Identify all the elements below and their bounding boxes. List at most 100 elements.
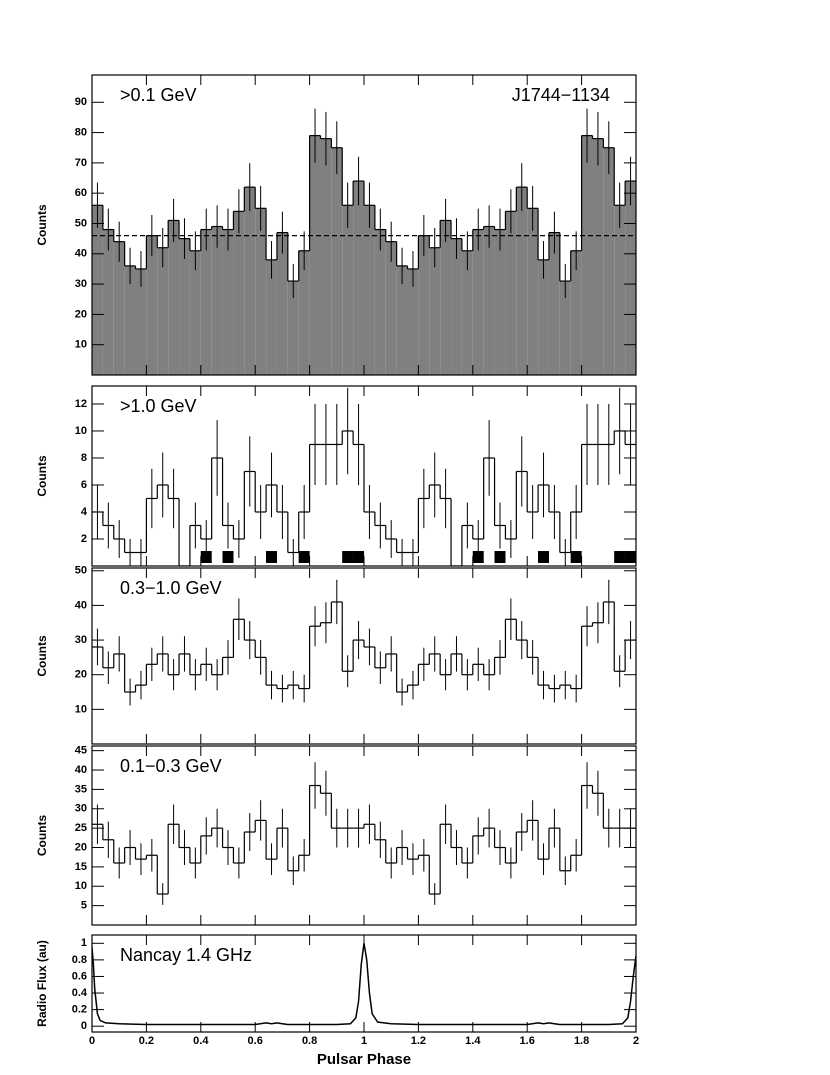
bar xyxy=(157,247,169,375)
plot-area xyxy=(92,762,636,905)
y-tick-label: 60 xyxy=(75,187,87,199)
y-tick-label: 30 xyxy=(75,634,87,646)
bar xyxy=(266,259,277,375)
panel-label: J1744−1134 xyxy=(512,85,610,105)
y-tick-label: 80 xyxy=(75,126,87,138)
x-tick-label: 0.6 xyxy=(248,1035,263,1047)
x-tick-label: 1.6 xyxy=(520,1035,535,1047)
x-axis-label: Pulsar Phase xyxy=(317,1051,411,1068)
bar xyxy=(276,232,288,375)
bar xyxy=(505,211,517,375)
bar xyxy=(538,259,549,375)
bar xyxy=(461,250,473,375)
bar xyxy=(614,205,626,375)
y-tick-label: 12 xyxy=(75,398,87,410)
bar xyxy=(255,208,267,375)
y-tick-label: 70 xyxy=(75,157,87,169)
bar xyxy=(92,205,103,375)
bar xyxy=(244,187,256,375)
y-tick-label: 6 xyxy=(81,479,87,491)
y-tick-label: 20 xyxy=(75,669,87,681)
plot-area xyxy=(92,387,636,566)
bar xyxy=(364,205,375,375)
panel: 2 4 6 8 10 12 Counts >1.0 GeV xyxy=(35,385,637,567)
phase-marker xyxy=(625,551,636,563)
bar xyxy=(298,250,310,375)
bar xyxy=(113,241,125,375)
phase-marker xyxy=(298,551,310,563)
y-tick-label: 20 xyxy=(75,841,87,853)
bar xyxy=(320,138,332,375)
y-tick-label: 10 xyxy=(75,703,87,715)
x-tick-label: 1.8 xyxy=(574,1035,589,1047)
panel-label: 0.3−1.0 GeV xyxy=(120,578,222,598)
phase-marker xyxy=(200,551,212,563)
plot-area xyxy=(92,943,636,1026)
phase-marker xyxy=(353,551,365,563)
panel: 5 10 15 20 25 30 35 40 45 Counts 0.1−0.3 GeV xyxy=(35,745,637,926)
bar xyxy=(385,241,397,375)
y-tick-label: 10 xyxy=(75,339,87,351)
bar xyxy=(592,138,604,375)
x-tick-label: 2 xyxy=(633,1035,639,1047)
phase-marker xyxy=(342,551,354,563)
bar xyxy=(287,281,299,375)
x-tick-label: 0 xyxy=(89,1035,95,1047)
phase-marker xyxy=(472,551,484,563)
y-tick-label: 4 xyxy=(81,506,88,518)
y-tick-label: 10 xyxy=(75,880,87,892)
bar xyxy=(179,238,190,375)
y-axis-label: Counts xyxy=(35,635,49,677)
bar xyxy=(625,181,636,375)
y-tick-label: 90 xyxy=(75,96,87,108)
bar xyxy=(418,235,430,375)
bar xyxy=(168,220,180,375)
bar xyxy=(211,226,223,375)
bar xyxy=(570,250,582,375)
bar xyxy=(559,281,571,375)
phase-marker xyxy=(538,551,550,563)
y-tick-label: 0.2 xyxy=(72,1004,87,1016)
x-tick-label: 0.2 xyxy=(139,1035,154,1047)
phase-marker xyxy=(570,551,582,563)
bar xyxy=(440,220,452,375)
y-tick-label: 0 xyxy=(81,1020,87,1032)
y-tick-label: 0.6 xyxy=(72,970,87,982)
bar xyxy=(494,229,506,375)
y-axis-label: Counts xyxy=(35,204,49,246)
y-tick-label: 1 xyxy=(81,937,87,949)
panel: 10 20 30 40 50 Counts 0.3−1.0 GeV xyxy=(35,565,637,745)
panel: 0 0.2 0.4 0.6 0.8 1 0 0.2 0.4 0.6 0.8 1 1.2 1.4 1.6 1.8… xyxy=(35,934,639,1068)
y-tick-label: 2 xyxy=(81,533,87,545)
y-axis-label: Radio Flux (au) xyxy=(35,940,49,1027)
bar xyxy=(396,265,408,375)
phase-marker xyxy=(222,551,234,563)
bar xyxy=(331,147,343,375)
bar xyxy=(581,135,593,375)
y-tick-label: 50 xyxy=(75,565,87,577)
bar xyxy=(548,232,560,375)
y-tick-label: 40 xyxy=(75,599,87,611)
bar xyxy=(200,229,212,375)
y-tick-label: 15 xyxy=(75,861,87,873)
plot-area xyxy=(92,579,636,706)
y-tick-label: 50 xyxy=(75,217,87,229)
y-tick-label: 45 xyxy=(75,745,87,757)
x-tick-label: 0.4 xyxy=(193,1035,209,1047)
bar xyxy=(374,229,386,375)
panel-label: Nancay 1.4 GHz xyxy=(120,945,252,965)
bar xyxy=(472,229,484,375)
panel-label: >1.0 GeV xyxy=(120,396,197,416)
phase-marker xyxy=(614,551,626,563)
phase-marker xyxy=(266,551,278,563)
y-axis-label: Counts xyxy=(35,455,49,497)
y-tick-label: 35 xyxy=(75,783,87,795)
bar xyxy=(527,208,539,375)
bar xyxy=(102,229,114,375)
panel: 10 20 30 40 50 60 70 80 90 Counts >0.1 GeV J1744−11… xyxy=(35,74,637,376)
bar xyxy=(603,147,615,375)
bar xyxy=(146,235,158,375)
y-tick-label: 0.4 xyxy=(72,987,88,999)
